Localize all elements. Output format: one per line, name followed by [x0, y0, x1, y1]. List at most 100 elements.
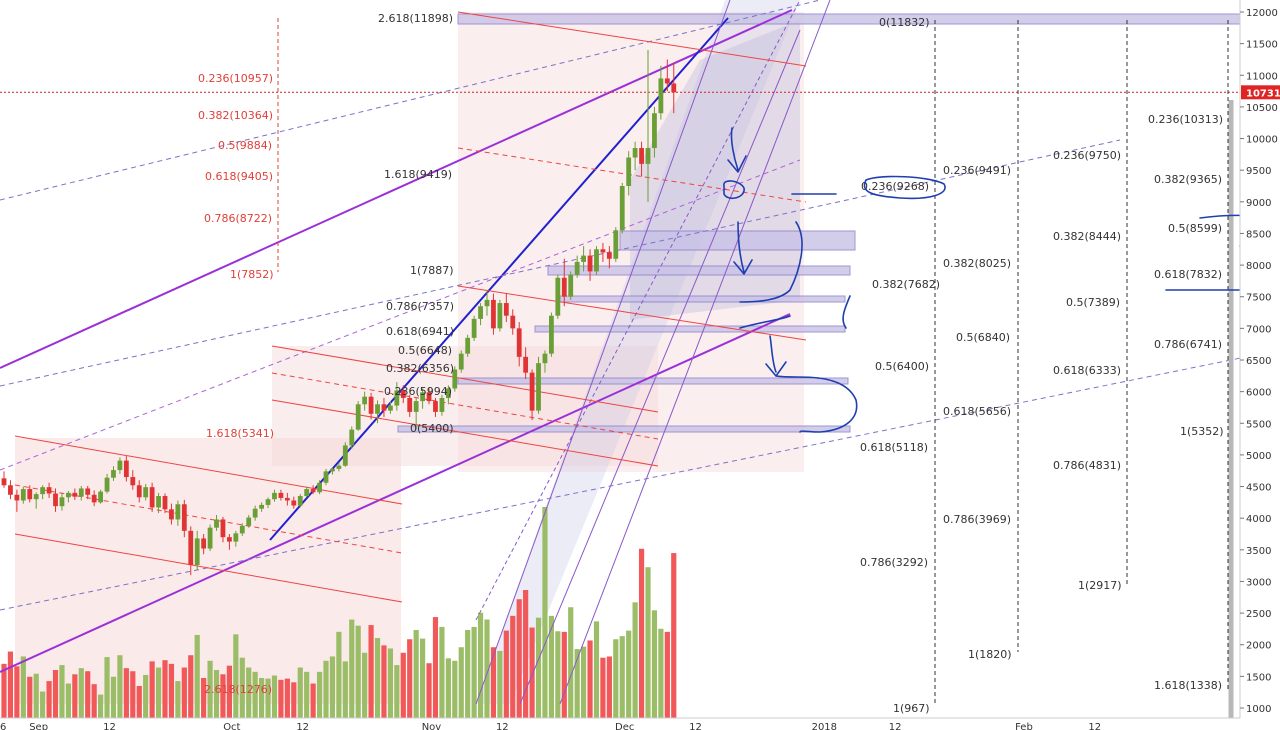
sep-channel-bot	[14, 533, 403, 603]
price-tick-label: 2000	[1246, 641, 1271, 652]
time-tick-label: Dec	[615, 722, 634, 730]
trend-dash-b	[0, 139, 1121, 387]
candle-body	[606, 252, 612, 259]
price-tick-label: 9500	[1246, 166, 1271, 177]
time-axis[interactable]: 26 Sep 12 Oct 12 Nov 12 Dec 12 2018 12 Feb 12	[0, 717, 1280, 730]
price-tick-label: 3500	[1246, 546, 1271, 557]
candle-body	[561, 277, 567, 297]
candlesticks	[1, 49, 677, 576]
candle-body	[355, 404, 361, 430]
volume-bar	[626, 630, 632, 718]
candle-body	[452, 369, 458, 389]
oct-channel-mid	[271, 372, 659, 440]
volume-bar	[271, 675, 278, 718]
volume-bar	[72, 674, 78, 718]
volume-bar	[477, 612, 484, 718]
fib-label: 0.786(8722)	[204, 212, 272, 225]
fib-label: 1(7887)	[410, 264, 454, 277]
nov-channel-top	[457, 11, 807, 67]
candle-body	[259, 504, 264, 509]
fib-label: 0.236(5994)	[384, 385, 452, 398]
fib-label: 0.786(3292)	[860, 556, 928, 569]
fib-label: 0.382(8444)	[1053, 230, 1121, 243]
candle-body	[233, 533, 239, 542]
volume-bar	[130, 671, 136, 718]
volume-bar	[542, 506, 548, 718]
volume-bar	[374, 638, 381, 718]
volume-bar	[175, 681, 181, 718]
candle-body	[407, 397, 413, 412]
fib-label: 0.5(6400)	[875, 360, 929, 373]
volume-bar	[65, 683, 71, 718]
price-axis[interactable]: 1000 1500 2000 2500 3000 3500 4000 4500 5000 5500…	[1239, 0, 1280, 718]
candle-body	[626, 157, 632, 186]
candle-body	[284, 497, 290, 501]
candle-body	[278, 492, 284, 498]
oct-channel-top	[271, 345, 659, 413]
volume-bar	[651, 610, 658, 718]
volume-bar	[110, 676, 117, 718]
candle-body	[123, 460, 129, 478]
annotation-stroke-9	[799, 377, 858, 433]
candle-body	[14, 494, 20, 501]
candle-body	[317, 482, 322, 493]
candle-body	[510, 315, 516, 329]
candle-body	[143, 487, 149, 498]
price-tick-label: 7000	[1246, 324, 1271, 335]
volume-bar	[407, 639, 413, 718]
time-tick-label: 12	[689, 722, 702, 730]
candle-body	[104, 477, 110, 492]
volume-bar	[529, 627, 535, 718]
candle-body	[188, 530, 194, 566]
price-tick-label: 11500	[1246, 40, 1278, 51]
candle-body	[658, 78, 664, 114]
candle-body	[297, 496, 303, 506]
candle-body	[91, 494, 97, 503]
fib-label: 0.382(8025)	[943, 257, 1011, 270]
price-tick-label: 11000	[1246, 71, 1278, 82]
volume-bar	[143, 674, 149, 718]
volume-bar	[381, 645, 387, 718]
volume-bar	[98, 694, 104, 718]
time-tick-label: Feb	[1015, 722, 1033, 730]
fib-label: 1.618(5341)	[206, 427, 274, 440]
fib-label: 1(2917)	[1078, 579, 1122, 592]
volume-bar	[619, 636, 625, 718]
volume-bar	[85, 671, 91, 718]
annotation-stroke-1	[723, 180, 745, 200]
candle-body	[465, 337, 471, 354]
volume-bar	[213, 670, 220, 718]
volume-bar	[33, 673, 39, 718]
candle-body	[368, 396, 374, 414]
annotation-stroke-8	[765, 335, 819, 379]
candle-body	[246, 517, 252, 526]
annotation-stroke-0	[727, 127, 747, 173]
fib-label: 0.786(3969)	[943, 513, 1011, 526]
annotation-stroke-6	[739, 315, 791, 329]
volume-bar	[574, 649, 580, 718]
price-tick-label: 2500	[1246, 609, 1271, 620]
volume-bar	[600, 657, 606, 718]
volume-bar	[426, 663, 432, 718]
candle-body	[201, 538, 207, 549]
volume-bar	[445, 658, 451, 718]
candle-body	[149, 487, 155, 508]
price-tick-label: 1500	[1246, 672, 1271, 683]
candle-body	[619, 186, 625, 231]
candle-body	[265, 499, 271, 505]
price-tick-label: 9000	[1246, 198, 1271, 209]
nov-channel-bot	[457, 285, 807, 341]
candle-body	[381, 404, 387, 411]
volume-bar	[7, 651, 14, 718]
candle-body	[671, 83, 677, 93]
fib-label: 0.236(10957)	[198, 72, 273, 85]
volume-bar	[638, 548, 645, 718]
candle-body	[388, 405, 393, 411]
candle-body	[181, 504, 187, 531]
volume-bar	[239, 657, 245, 718]
volume-bar	[265, 678, 271, 718]
channel-line-c	[559, 0, 831, 705]
candle-body	[413, 401, 419, 412]
